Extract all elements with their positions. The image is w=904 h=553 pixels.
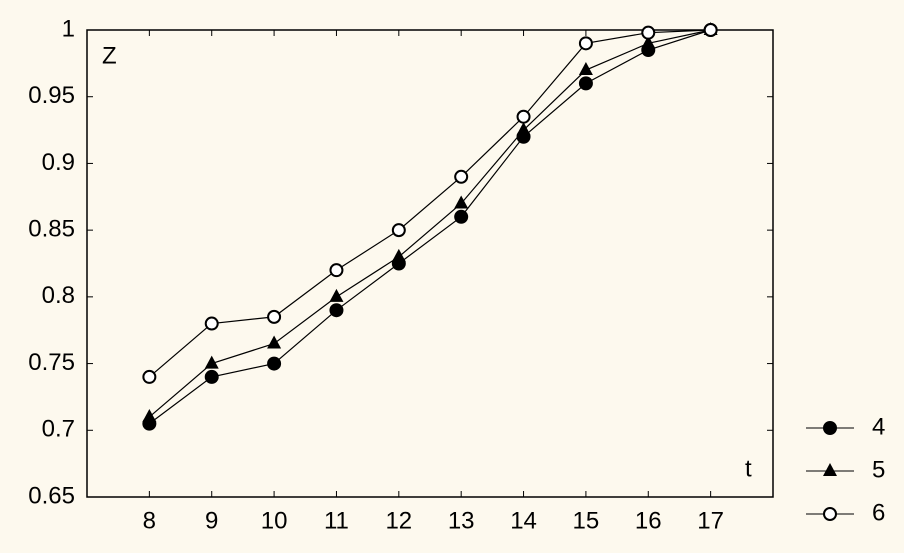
legend-label: 6 bbox=[872, 499, 885, 526]
legend-marker bbox=[823, 421, 837, 435]
data-point bbox=[391, 248, 406, 262]
y-tick-label: 0.65 bbox=[28, 482, 75, 509]
data-point bbox=[454, 169, 469, 184]
y-tick-label: 0.8 bbox=[42, 282, 75, 309]
data-point bbox=[329, 303, 344, 318]
data-point bbox=[204, 369, 219, 384]
data-point bbox=[329, 263, 344, 278]
x-tick-label: 13 bbox=[448, 507, 475, 534]
x-tick-label: 17 bbox=[697, 507, 724, 534]
y-axis-label: Z bbox=[102, 42, 117, 69]
series-line bbox=[149, 29, 711, 425]
y-tick-label: 0.85 bbox=[28, 215, 75, 242]
x-tick-label: 9 bbox=[205, 507, 218, 534]
y-tick-label: 0.95 bbox=[28, 82, 75, 109]
data-point bbox=[142, 408, 157, 422]
x-tick-label: 15 bbox=[573, 507, 600, 534]
data-point bbox=[391, 223, 406, 238]
legend-marker bbox=[823, 463, 837, 476]
y-tick-label: 1 bbox=[62, 15, 75, 42]
legend-label: 5 bbox=[872, 456, 885, 483]
x-tick-label: 12 bbox=[385, 507, 412, 534]
x-tick-label: 10 bbox=[261, 507, 288, 534]
x-tick-label: 8 bbox=[143, 507, 156, 534]
data-point bbox=[641, 35, 656, 49]
data-point bbox=[578, 76, 593, 91]
data-point bbox=[329, 288, 344, 302]
data-point bbox=[641, 25, 656, 40]
data-point bbox=[204, 355, 219, 369]
data-point bbox=[267, 356, 282, 371]
legend-marker bbox=[823, 507, 837, 521]
data-point bbox=[454, 209, 469, 224]
x-tick-label: 11 bbox=[324, 507, 349, 534]
data-point bbox=[204, 316, 219, 331]
x-axis-label: t bbox=[745, 455, 752, 482]
data-point bbox=[516, 122, 531, 136]
y-tick-label: 0.75 bbox=[28, 349, 75, 376]
data-point bbox=[142, 369, 157, 384]
data-point bbox=[267, 335, 282, 349]
y-tick-label: 0.9 bbox=[42, 149, 75, 176]
data-point bbox=[454, 195, 469, 209]
data-point bbox=[578, 36, 593, 51]
plot-frame bbox=[86, 29, 774, 498]
x-tick-label: 14 bbox=[510, 507, 537, 534]
series-line bbox=[148, 29, 711, 378]
series-line bbox=[148, 29, 711, 418]
data-point bbox=[267, 309, 282, 324]
x-tick-label: 16 bbox=[635, 507, 662, 534]
y-tick-label: 0.7 bbox=[42, 416, 75, 443]
data-point bbox=[703, 23, 718, 37]
data-point bbox=[578, 62, 593, 76]
data-point bbox=[516, 109, 531, 124]
legend-label: 4 bbox=[872, 413, 885, 440]
